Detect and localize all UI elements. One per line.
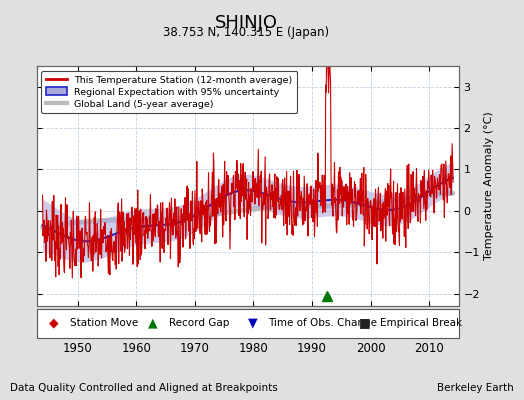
Y-axis label: Temperature Anomaly (°C): Temperature Anomaly (°C) (484, 112, 494, 260)
Text: ▼: ▼ (247, 316, 257, 330)
Text: 2010: 2010 (414, 342, 444, 355)
Text: Berkeley Earth: Berkeley Earth (437, 383, 514, 393)
Text: 1970: 1970 (180, 342, 210, 355)
Text: Empirical Break: Empirical Break (379, 318, 462, 328)
Text: Time of Obs. Change: Time of Obs. Change (268, 318, 377, 328)
Legend: This Temperature Station (12-month average), Regional Expectation with 95% uncer: This Temperature Station (12-month avera… (41, 71, 298, 113)
Text: 1950: 1950 (63, 342, 93, 355)
Text: 1980: 1980 (238, 342, 268, 355)
Text: 38.753 N, 140.315 E (Japan): 38.753 N, 140.315 E (Japan) (163, 26, 330, 39)
FancyBboxPatch shape (37, 309, 458, 338)
Text: ◆: ◆ (49, 316, 59, 330)
Text: ■: ■ (359, 316, 371, 330)
Text: Record Gap: Record Gap (169, 318, 229, 328)
Text: ▲: ▲ (148, 316, 158, 330)
Text: Station Move: Station Move (70, 318, 138, 328)
Text: 1960: 1960 (122, 342, 151, 355)
Text: SHINJO: SHINJO (215, 14, 278, 32)
Text: 2000: 2000 (356, 342, 386, 355)
Text: Data Quality Controlled and Aligned at Breakpoints: Data Quality Controlled and Aligned at B… (10, 383, 278, 393)
Text: 1990: 1990 (297, 342, 327, 355)
